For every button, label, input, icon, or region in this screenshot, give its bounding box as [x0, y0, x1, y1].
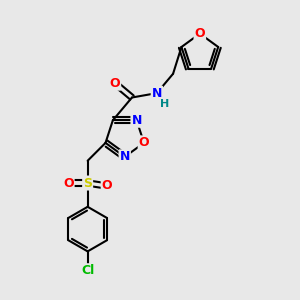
- Text: O: O: [194, 27, 205, 40]
- Text: S: S: [83, 176, 92, 190]
- Text: O: O: [102, 179, 112, 193]
- Text: Cl: Cl: [81, 264, 94, 277]
- Text: H: H: [160, 99, 169, 110]
- Text: N: N: [152, 87, 162, 100]
- Text: N: N: [119, 150, 130, 163]
- Text: O: O: [110, 77, 120, 90]
- Text: O: O: [139, 136, 149, 149]
- Text: N: N: [131, 114, 142, 127]
- Text: O: O: [63, 176, 74, 190]
